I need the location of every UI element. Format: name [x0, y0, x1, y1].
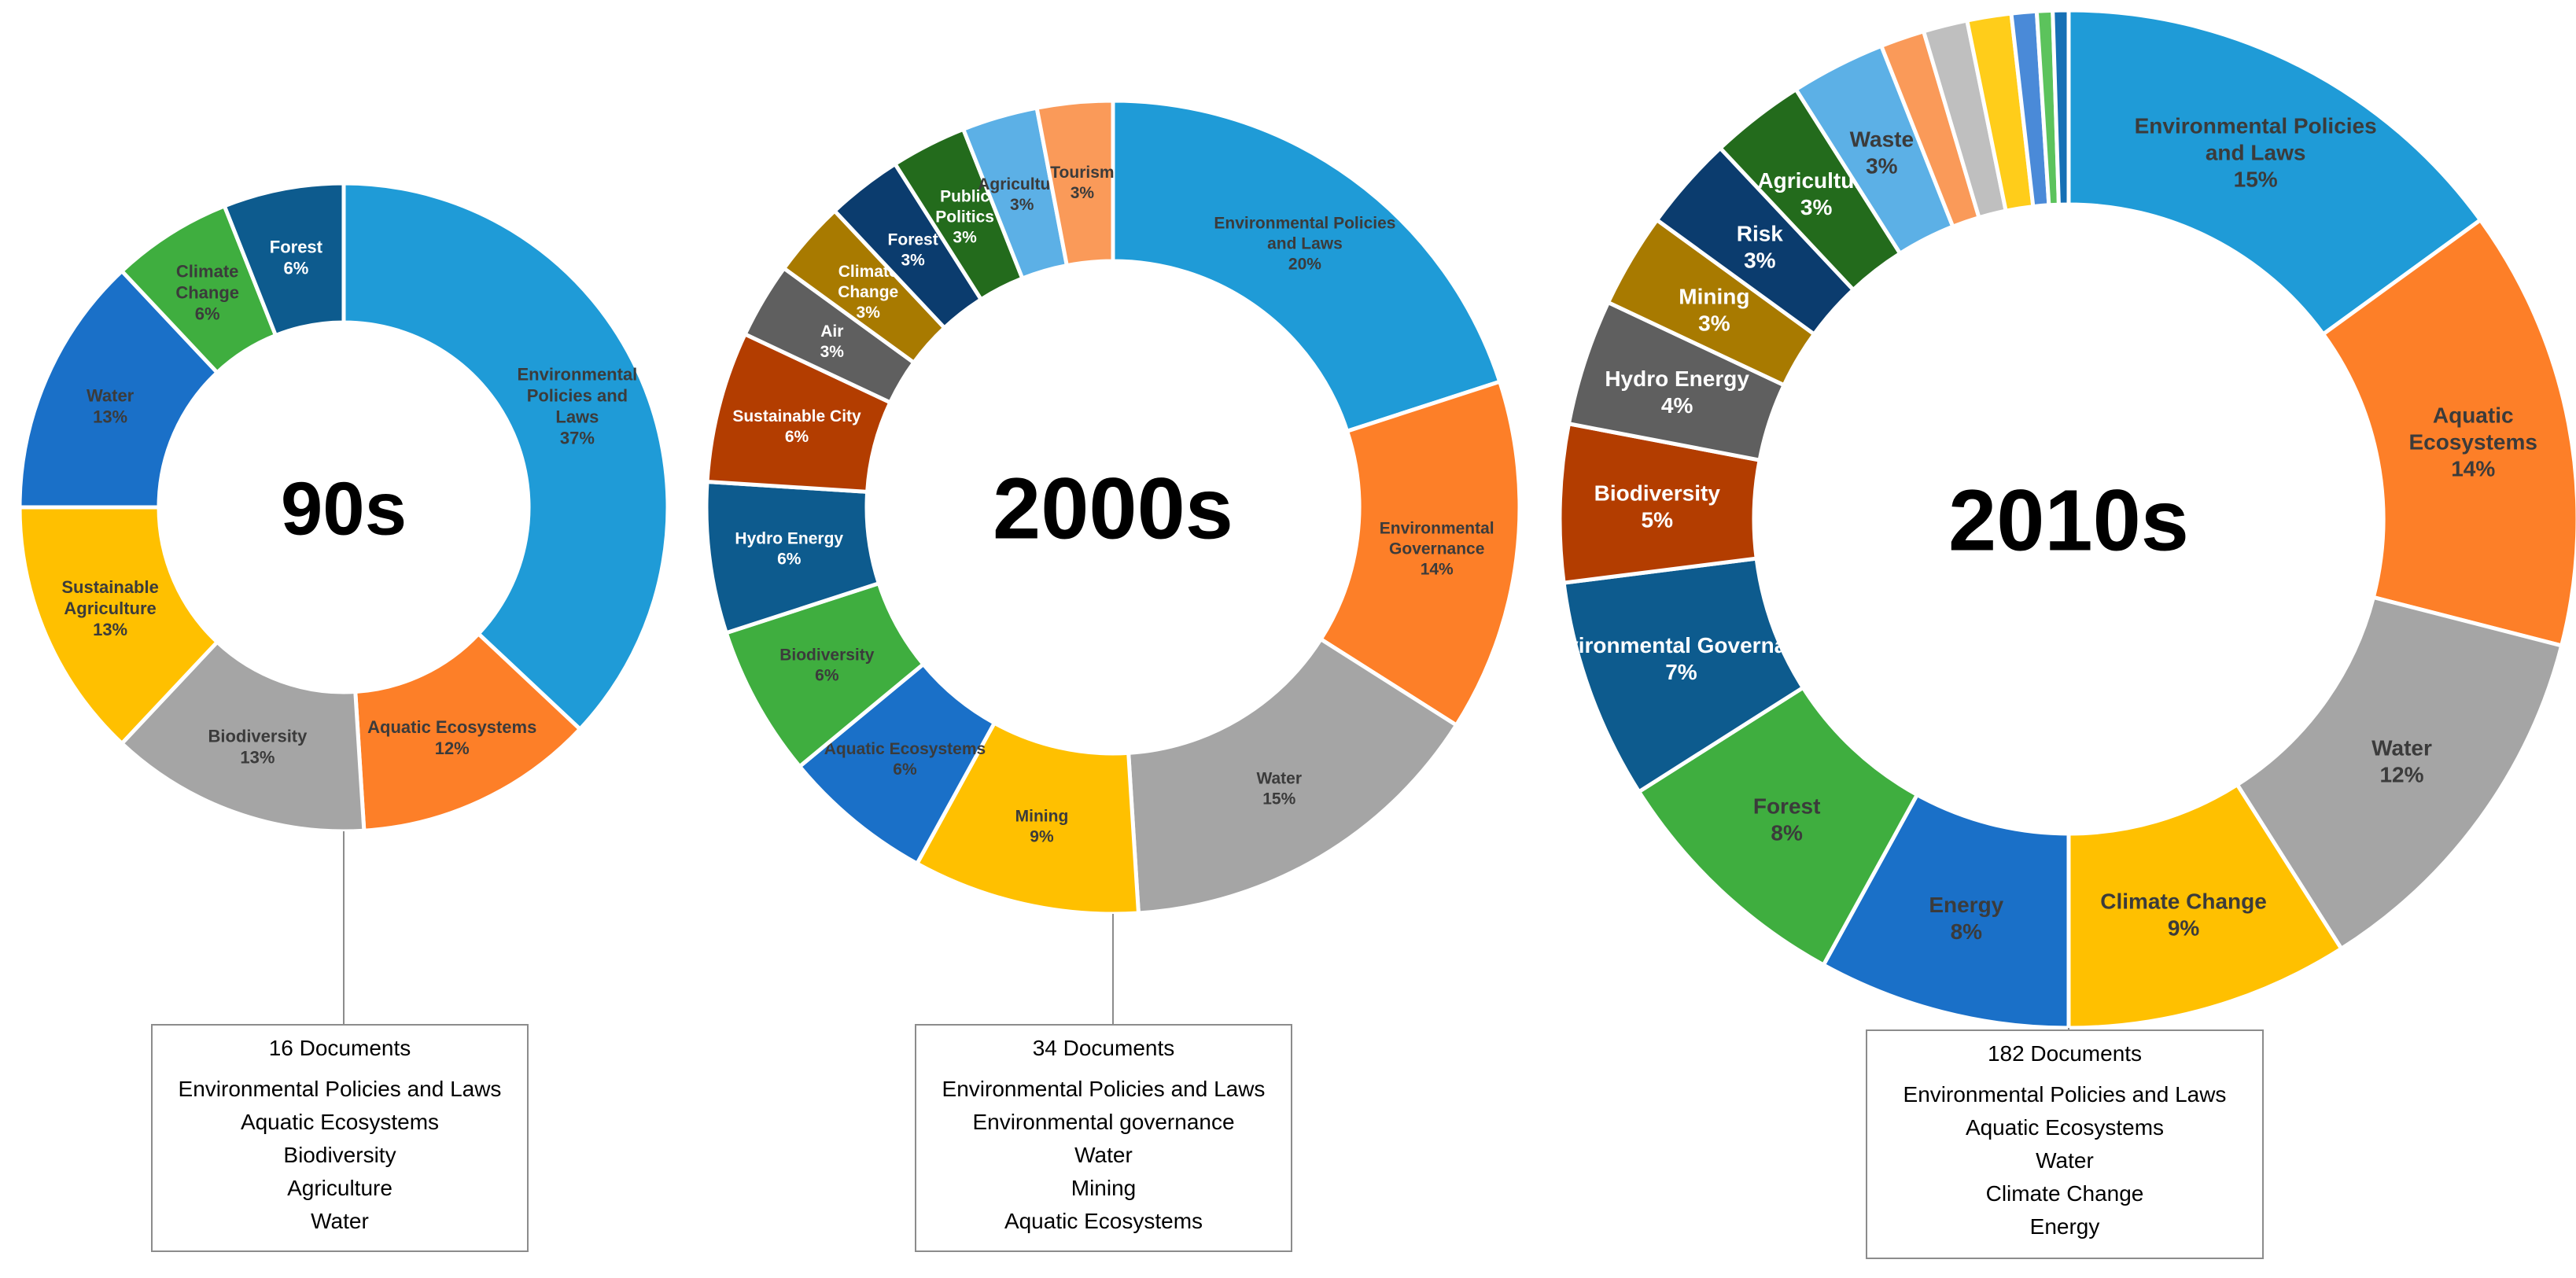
summary-box-2000s: 34 Documents Environmental Policies and … — [915, 1024, 1292, 1252]
top-topic: Energy — [2029, 1214, 2100, 1239]
slice-label-biodiversity: Biodiversity 13% — [208, 727, 308, 768]
top-topic: Environmental Policies and Laws — [1903, 1082, 2227, 1107]
slice-label-climate-change: Climate Change 3% — [838, 263, 898, 322]
slice-water — [2234, 595, 2564, 952]
slice-water — [1126, 636, 1459, 915]
slice-label-forest: Forest 3% — [888, 230, 938, 269]
slice-label-mining: Mining 3% — [1679, 284, 1749, 335]
slice-environmental-policies-and-laws — [1111, 98, 1502, 434]
summary-box-90s: 16 Documents Environmental Policies and … — [151, 1024, 529, 1252]
slice-label-waste: Waste 3% — [1850, 127, 1914, 178]
top-topic: Mining — [1071, 1176, 1137, 1200]
documents-count: 182 Documents — [1987, 1041, 2143, 1066]
top-topic: Water — [2036, 1148, 2094, 1173]
donut-center-title: 90s — [281, 467, 407, 551]
slice-label-risk: Risk 3% — [1737, 222, 1784, 273]
slice-label-sustainable-agriculture: Sustainable Agriculture 13% — [61, 577, 158, 639]
top-topic: Agriculture — [287, 1176, 392, 1200]
slice-label-environmental-governance: Environmental Governance 14% — [1380, 519, 1494, 578]
top-topic: Biodiversity — [283, 1143, 396, 1167]
slice-label-forest: Forest 8% — [1753, 794, 1821, 845]
slice-label-environmental-policies-and-laws: Environmental Policies and Laws 20% — [1214, 215, 1395, 274]
slice-environmental-governance — [1317, 379, 1522, 728]
slice-label-biodiversity: Biodiversity 6% — [779, 646, 875, 684]
slice-label-environmental-policies-and-laws: Environmental Policies and Laws 15% — [2135, 113, 2377, 191]
slice-label-aquatic-ecosystems: Aquatic Ecosystems 14% — [2409, 403, 2537, 481]
documents-count: 16 Documents — [268, 1036, 411, 1060]
slice-label-water: Water 15% — [1256, 770, 1302, 808]
slice-label-sustainable-city: Sustainable City 6% — [732, 407, 861, 446]
slice-label-aquatic-ecosystems: Aquatic Ecosystems 12% — [367, 717, 536, 758]
top-topic: Environmental Policies and Laws — [178, 1077, 502, 1101]
slice-environmental-policies-and-laws — [341, 181, 670, 732]
slice-label-agriculture: Agriculture 3% — [978, 175, 1066, 214]
slice-label-aquatic-ecosystems: Aquatic Ecosystems 6% — [824, 740, 986, 779]
donut-center-title: 2010s — [1948, 473, 2189, 569]
slice-label-environmental-governance: Environmental Governance 7% — [1538, 633, 1824, 684]
slice-forest — [222, 181, 346, 338]
slice-tourism — [1034, 98, 1115, 268]
slice-label-water: Water 12% — [2371, 736, 2432, 787]
slice-label-hydro-energy: Hydro Energy 6% — [735, 529, 843, 568]
top-topic: Aquatic Ecosystems — [240, 1110, 440, 1134]
top-topic: Environmental Policies and Laws — [942, 1077, 1266, 1101]
top-topic: Aquatic Ecosystems — [1004, 1209, 1203, 1233]
slice-label-energy: Energy 8% — [1929, 893, 2003, 944]
documents-count: 34 Documents — [1032, 1036, 1175, 1060]
slice-aquatic-ecosystems — [353, 631, 583, 833]
slice-label-biodiversity: Biodiversity 5% — [1594, 481, 1721, 532]
donut-2010s: Environmental Policies and Laws 15% Aquatic… — [1538, 8, 2576, 1030]
slice-label-forest: Forest 6% — [270, 237, 323, 278]
top-topic: Aquatic Ecosystems — [1965, 1115, 2165, 1140]
slice-environmental-policies-and-laws — [2066, 8, 2483, 337]
slice-label-hydro-energy: Hydro Energy 4% — [1605, 366, 1749, 418]
summary-box-2010s: 182 Documents Environmental Policies and… — [1866, 1029, 2264, 1259]
slice-label-tourism: Tourism 3% — [1050, 164, 1114, 202]
top-topic: Water — [311, 1209, 369, 1233]
top-topic: Climate Change — [1985, 1181, 2144, 1206]
top-topic: Environmental governance — [972, 1110, 1235, 1134]
slice-unlabeled-18 — [2051, 8, 2071, 207]
slice-aquatic-ecosystems — [2320, 217, 2576, 648]
slice-label-water: Water 13% — [87, 386, 135, 427]
slice-label-climate-change: Climate Change 6% — [175, 262, 239, 324]
slice-label-public-politics: Public Politics 3% — [935, 188, 994, 247]
donut-90s: Environmental Policies and Laws 37% Aquatic … — [17, 181, 670, 1024]
donut-center-title: 2000s — [993, 461, 1233, 558]
slice-label-mining: Mining 9% — [1015, 807, 1069, 845]
top-topic: Water — [1074, 1143, 1133, 1167]
slice-label-climate-change: Climate Change 9% — [2100, 889, 2267, 941]
slice-label-environmental-policies-and-laws: Environmental Policies and Laws 37% — [517, 365, 637, 448]
donut-2000s: Environmental Policies and Laws 20% Environ… — [704, 98, 1522, 1024]
slice-label-air: Air 3% — [820, 322, 845, 361]
